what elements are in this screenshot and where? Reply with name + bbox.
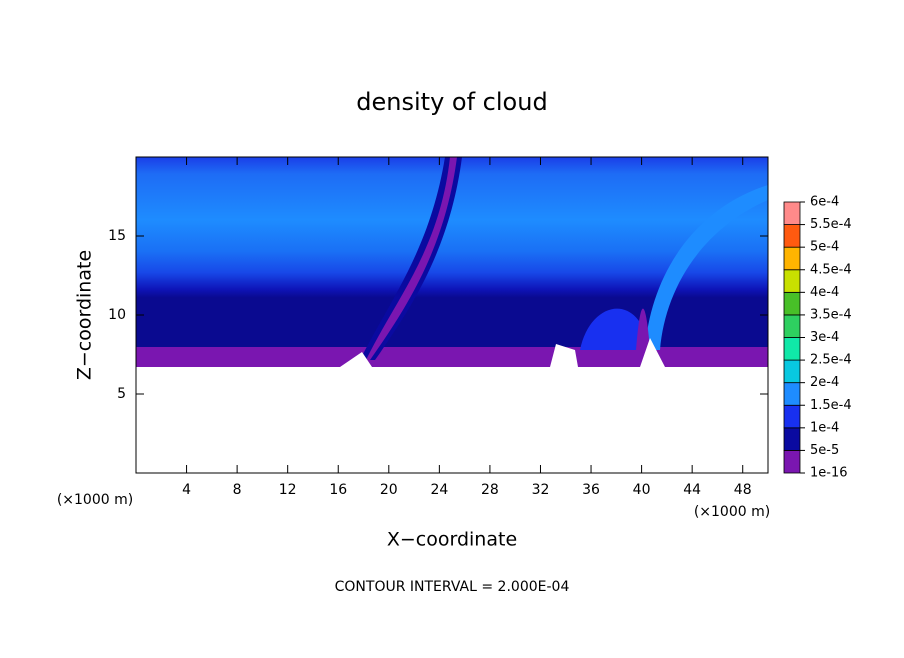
x-unit-label: (×1000 m): [57, 492, 133, 508]
y-tick-label: 5: [117, 386, 126, 402]
contour-field: [136, 157, 768, 473]
colorbar-band: [783, 291, 801, 316]
x-tick-label: 8: [233, 482, 242, 498]
contour-note: CONTOUR INTERVAL = 2.000E-04: [335, 579, 570, 595]
colorbar-band: [783, 450, 801, 474]
colorbar-label: 3e-4: [810, 330, 839, 345]
colorbar-band: [783, 246, 801, 271]
y-tick-label: 10: [108, 307, 126, 323]
colorbar-band: [783, 224, 801, 248]
colorbar-band: [783, 269, 801, 293]
colorbar-label: 6e-4: [810, 195, 839, 210]
chart-title: density of cloud: [356, 88, 547, 116]
x-tick-label: 4: [182, 482, 191, 498]
colorbar-label: 5e-5: [810, 443, 839, 458]
x-tick-label: 40: [633, 482, 651, 498]
y-axis-label: Z−coordinate: [74, 250, 96, 380]
colorbar-label: 1e-16: [810, 466, 848, 481]
x-tick-label: 20: [380, 482, 398, 498]
colorbar-band: [783, 382, 801, 406]
x-tick-label: 48: [734, 482, 752, 498]
colorbar-label: 2e-4: [810, 375, 839, 390]
x-unit-label: (×1000 m): [694, 504, 770, 520]
colorbar-label: 1e-4: [810, 420, 839, 435]
x-tick-label: 16: [329, 482, 347, 498]
colorbar-label: 4.5e-4: [810, 262, 852, 277]
colorbar-band: [783, 337, 801, 361]
x-tick-label: 28: [481, 482, 499, 498]
x-tick-label: 12: [279, 482, 297, 498]
x-tick-label: 36: [582, 482, 600, 498]
colorbar-label: 5e-4: [810, 240, 839, 255]
colorbar-label: 2.5e-4: [810, 353, 852, 368]
x-axis-label: X−coordinate: [387, 529, 517, 551]
x-tick-label: 44: [683, 482, 701, 498]
y-tick-label: 15: [108, 228, 126, 244]
colorbar-label: 1.5e-4: [810, 398, 852, 413]
colorbar-band: [783, 314, 801, 338]
colorbar-band: [783, 427, 801, 451]
colorbar-label: 4e-4: [810, 285, 839, 300]
x-tick-label: 24: [430, 482, 448, 498]
colorbar-label: 5.5e-4: [810, 217, 852, 232]
colorbar-label: 3.5e-4: [810, 307, 852, 322]
colorbar-band: [783, 359, 801, 384]
x-tick-label: 32: [532, 482, 550, 498]
colorbar-band: [783, 201, 801, 225]
colorbar-band: [783, 404, 801, 429]
